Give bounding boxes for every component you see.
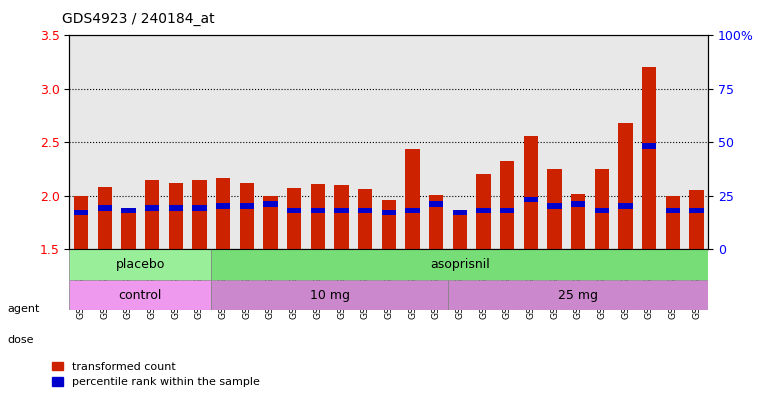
Bar: [453, 210, 467, 215]
Bar: [429, 195, 444, 249]
Bar: [453, 210, 467, 249]
Text: 10 mg: 10 mg: [310, 289, 350, 302]
Bar: [192, 206, 206, 211]
Bar: [382, 210, 396, 215]
Bar: [311, 184, 325, 249]
Text: agent: agent: [8, 303, 40, 314]
Bar: [239, 203, 254, 209]
Bar: [145, 206, 159, 211]
Bar: [689, 208, 704, 213]
Bar: [263, 196, 278, 249]
Bar: [618, 203, 633, 209]
Bar: [382, 200, 396, 249]
Bar: [594, 169, 609, 249]
Bar: [358, 208, 372, 213]
Text: 25 mg: 25 mg: [558, 289, 598, 302]
Bar: [211, 280, 448, 310]
Bar: [571, 194, 585, 249]
Bar: [98, 187, 112, 249]
Bar: [429, 201, 444, 207]
Bar: [642, 68, 656, 249]
Bar: [406, 149, 420, 249]
Bar: [287, 208, 301, 213]
Text: dose: dose: [8, 335, 34, 345]
Bar: [358, 189, 372, 249]
Bar: [477, 174, 490, 249]
Bar: [571, 201, 585, 207]
Bar: [74, 196, 89, 249]
Bar: [98, 206, 112, 211]
Bar: [334, 208, 349, 213]
Text: asoprisnil: asoprisnil: [430, 258, 490, 271]
Bar: [500, 160, 514, 249]
Bar: [211, 249, 708, 280]
Bar: [287, 188, 301, 249]
Bar: [477, 208, 490, 213]
Bar: [169, 183, 183, 249]
Bar: [666, 208, 680, 213]
Bar: [594, 208, 609, 213]
Bar: [448, 280, 708, 310]
Bar: [689, 191, 704, 249]
Bar: [334, 185, 349, 249]
Bar: [145, 180, 159, 249]
Bar: [216, 203, 230, 209]
Bar: [500, 208, 514, 213]
Bar: [263, 201, 278, 207]
Bar: [74, 210, 89, 215]
Text: GDS4923 / 240184_at: GDS4923 / 240184_at: [62, 12, 214, 26]
Bar: [524, 136, 538, 249]
Bar: [547, 169, 561, 249]
Bar: [122, 208, 136, 213]
Bar: [406, 208, 420, 213]
Bar: [216, 178, 230, 249]
Bar: [547, 203, 561, 209]
Bar: [239, 183, 254, 249]
Bar: [169, 206, 183, 211]
Bar: [69, 280, 211, 310]
Bar: [642, 143, 656, 149]
Bar: [69, 249, 211, 280]
Bar: [666, 196, 680, 249]
Text: control: control: [119, 289, 162, 302]
Text: placebo: placebo: [116, 258, 165, 271]
Bar: [192, 180, 206, 249]
Bar: [311, 208, 325, 213]
Bar: [122, 209, 136, 249]
Bar: [524, 197, 538, 202]
Bar: [618, 123, 633, 249]
Legend: transformed count, percentile rank within the sample: transformed count, percentile rank withi…: [52, 362, 259, 387]
